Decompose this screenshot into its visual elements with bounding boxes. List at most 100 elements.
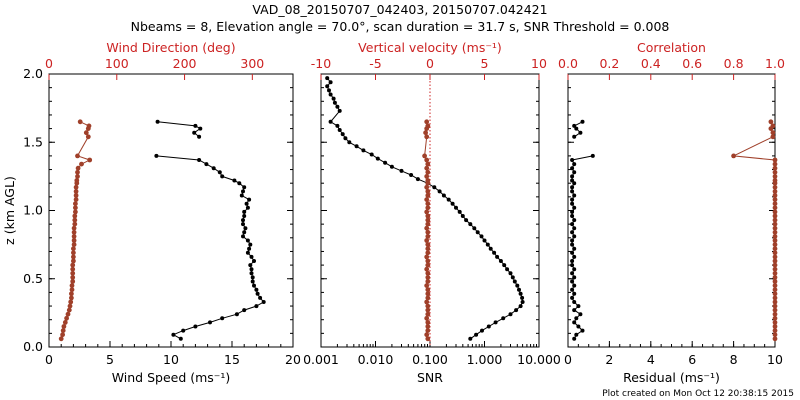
wind-point-wind-direction xyxy=(79,161,84,167)
wind-point-wind-speed xyxy=(245,250,250,255)
wind-point-wind-speed xyxy=(247,197,252,202)
snr-point-snr xyxy=(493,320,498,325)
snr-point-vertical-velocity xyxy=(425,189,431,194)
snr-point-snr xyxy=(520,295,525,300)
residual-top-label: Correlation xyxy=(637,40,706,55)
wind-point-wind-speed xyxy=(245,205,250,210)
residual-point-correlation xyxy=(772,197,778,203)
snr-point-vertical-velocity xyxy=(425,217,431,223)
ytick-label: 0.5 xyxy=(23,271,43,286)
residual-point-correlation xyxy=(772,225,778,231)
snr-point-vertical-velocity xyxy=(425,221,431,227)
snr-xtick-label: 1.000 xyxy=(467,352,503,367)
residual-point-correlation xyxy=(772,299,778,305)
residual-point-correlation xyxy=(770,130,776,136)
snr-point-vertical-velocity xyxy=(425,311,431,317)
snr-xtick-label: 0.100 xyxy=(412,352,448,367)
wind-point-wind-direction xyxy=(60,328,66,333)
wind-point-wind-direction xyxy=(73,201,78,207)
wind-point-wind-speed xyxy=(244,201,249,206)
snr-point-vertical-velocity xyxy=(423,130,428,136)
snr-point-snr xyxy=(332,100,337,105)
snr-point-snr xyxy=(454,205,458,210)
wind-point-wind-direction xyxy=(85,134,91,140)
residual-point-residual xyxy=(572,267,577,272)
wind-point-wind-speed xyxy=(248,242,253,247)
residual-point-residual xyxy=(572,254,577,259)
residual-point-residual xyxy=(570,222,575,227)
residual-point-residual xyxy=(570,287,575,292)
wind-point-wind-direction xyxy=(72,221,78,227)
wind-point-wind-direction xyxy=(67,303,73,309)
snr-point-snr xyxy=(460,214,465,218)
wind-point-wind-direction xyxy=(70,266,76,272)
snr-point-vertical-velocity xyxy=(424,332,430,338)
snr-point-snr xyxy=(354,144,359,149)
residual-point-residual xyxy=(578,130,583,135)
residual-point-residual xyxy=(576,304,581,309)
residual-point-correlation xyxy=(772,279,778,284)
wind-point-wind-direction xyxy=(87,157,93,163)
wind-point-wind-direction xyxy=(70,262,76,268)
snr-point-vertical-velocity xyxy=(425,307,431,313)
wind-point-wind-direction xyxy=(64,315,69,321)
snr-point-vertical-velocity xyxy=(424,315,430,321)
wind-point-wind-speed xyxy=(249,271,254,276)
figure-title-line1: VAD_08_20150707_042403, 20150707.042421 xyxy=(252,2,547,17)
snr-point-snr xyxy=(517,287,521,292)
wind-point-wind-speed xyxy=(211,166,216,171)
snr-point-snr xyxy=(331,96,336,101)
wind-point-wind-direction xyxy=(71,250,76,256)
snr-point-snr xyxy=(415,177,420,182)
residual-point-residual xyxy=(570,166,575,171)
wind-point-wind-speed xyxy=(250,275,255,280)
snr-point-snr xyxy=(518,291,523,296)
wind-top-tick-label: 0 xyxy=(45,56,53,71)
residual-point-correlation xyxy=(772,229,778,235)
snr-xtick-label: 0.010 xyxy=(358,352,394,367)
ytick-label: 0.0 xyxy=(23,339,43,354)
wind-point-wind-speed xyxy=(178,336,183,341)
wind-point-wind-speed xyxy=(249,254,254,259)
residual-point-correlation xyxy=(772,169,778,175)
wind-top-tick-label: 300 xyxy=(240,56,264,71)
residual-point-correlation xyxy=(772,270,778,276)
wind-point-wind-speed xyxy=(181,328,186,333)
snr-point-snr xyxy=(383,160,388,165)
snr-point-snr xyxy=(409,173,414,177)
wind-point-wind-direction xyxy=(69,291,74,297)
snr-top-label: Vertical velocity (ms⁻¹) xyxy=(358,40,502,55)
snr-series-line-snr xyxy=(326,77,524,340)
residual-point-residual xyxy=(570,263,575,268)
residual-point-residual xyxy=(572,246,577,251)
snr-point-vertical-velocity xyxy=(424,165,430,171)
snr-point-vertical-velocity xyxy=(425,336,431,342)
residual-point-correlation xyxy=(772,184,778,190)
residual-point-correlation xyxy=(772,209,778,215)
snr-point-snr xyxy=(325,84,330,89)
snr-point-snr xyxy=(328,92,333,97)
snr-xlabel: SNR xyxy=(417,370,443,385)
residual-point-correlation xyxy=(772,283,778,288)
wind-xlabel: Wind Speed (ms⁻¹) xyxy=(112,370,231,385)
residual-point-correlation xyxy=(772,303,778,309)
snr-point-snr xyxy=(328,80,333,85)
residual-point-residual xyxy=(570,189,575,194)
wind-point-wind-speed xyxy=(155,119,160,124)
snr-point-vertical-velocity xyxy=(424,134,430,140)
wind-point-wind-direction xyxy=(66,307,72,313)
wind-point-wind-speed xyxy=(241,222,245,227)
snr-point-snr xyxy=(501,316,506,321)
snr-point-vertical-velocity xyxy=(424,283,430,288)
y-axis-label: z (km AGL) xyxy=(2,176,17,245)
snr-point-vertical-velocity xyxy=(425,169,431,175)
wind-point-wind-speed xyxy=(242,185,247,190)
wind-point-wind-speed xyxy=(258,295,263,300)
residual-point-correlation xyxy=(772,180,778,186)
residual-point-correlation xyxy=(772,157,778,163)
residual-point-residual xyxy=(572,283,577,288)
residual-point-residual xyxy=(570,295,575,300)
ytick-label: 1.0 xyxy=(23,203,43,218)
